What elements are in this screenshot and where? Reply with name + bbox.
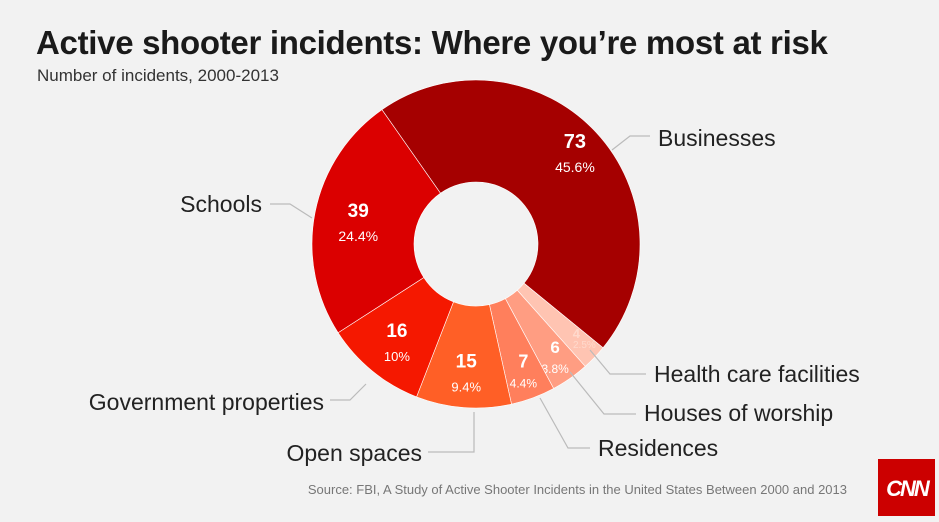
leader-line-health-care-facilities (589, 349, 646, 375)
slice-businesses (381, 79, 641, 349)
percent-label-residences: 4.4% (510, 376, 538, 390)
percent-label-health-care-facilities: 2.5% (573, 340, 596, 351)
percent-label-government-properties: 10% (384, 349, 410, 364)
category-label-open-spaces: Open spaces (286, 440, 422, 466)
value-label-open-spaces: 15 (456, 352, 478, 373)
leader-line-schools (270, 203, 313, 219)
leader-line-government-properties (330, 383, 367, 401)
percent-label-schools: 24.4% (338, 228, 378, 244)
leader-line-houses-of-worship (569, 371, 636, 415)
value-label-residences: 7 (518, 351, 528, 371)
leader-line-residences (539, 397, 590, 449)
value-label-health-care-facilities: 4 (573, 326, 581, 341)
leader-line-businesses (611, 135, 650, 151)
category-label-government-properties: Government properties (89, 389, 324, 415)
cnn-logo: CNN (878, 459, 935, 516)
value-label-businesses: 73 (564, 131, 586, 153)
value-label-houses-of-worship: 6 (550, 338, 559, 357)
cnn-logo-text: CNN (886, 476, 931, 501)
category-label-residences: Residences (598, 435, 718, 461)
slice-schools (311, 109, 441, 334)
category-label-houses-of-worship: Houses of worship (644, 400, 833, 426)
chart-subtitle: Number of incidents, 2000-2013 (37, 66, 279, 85)
leader-line-open-spaces (428, 412, 475, 453)
percent-label-businesses: 45.6% (555, 159, 595, 175)
category-label-businesses: Businesses (658, 125, 776, 151)
category-label-health-care-facilities: Health care facilities (654, 361, 860, 387)
chart-title: Active shooter incidents: Where you’re m… (36, 24, 828, 61)
percent-label-open-spaces: 9.4% (451, 380, 481, 395)
percent-label-houses-of-worship: 3.8% (541, 362, 569, 376)
source-note: Source: FBI, A Study of Active Shooter I… (307, 482, 847, 497)
category-label-schools: Schools (180, 191, 262, 217)
value-label-government-properties: 16 (386, 321, 407, 342)
value-label-schools: 39 (348, 201, 369, 222)
